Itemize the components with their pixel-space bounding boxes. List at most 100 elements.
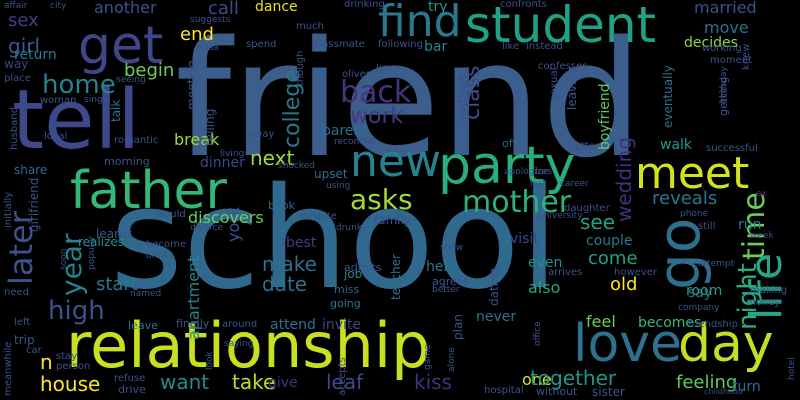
word: due: [532, 167, 549, 177]
word: wedding: [612, 137, 636, 222]
word: upset: [314, 167, 348, 181]
word: initially: [3, 191, 14, 228]
word: turn: [732, 379, 761, 395]
word: local: [44, 131, 68, 142]
word: accepts: [337, 357, 348, 396]
word: begin: [124, 60, 175, 81]
word: going: [330, 297, 361, 310]
word: dinner: [200, 155, 245, 171]
word: leaf: [326, 370, 364, 394]
word: divorce: [190, 223, 224, 233]
word: date: [262, 272, 308, 296]
word: love: [573, 314, 683, 374]
word: student: [465, 0, 657, 54]
word: meet: [635, 148, 750, 199]
word: old: [610, 274, 638, 295]
word: married: [694, 0, 757, 17]
word: office: [533, 321, 543, 346]
word: make: [262, 252, 317, 276]
word: look: [205, 351, 215, 370]
word: money: [746, 297, 781, 308]
word: come: [588, 248, 638, 269]
word: drink: [146, 251, 169, 261]
word: walk: [660, 137, 693, 153]
word: oliver: [342, 69, 370, 80]
word: admits: [344, 261, 382, 274]
word: want: [160, 370, 210, 394]
word: work: [350, 104, 404, 129]
word: next: [250, 146, 295, 170]
word: see: [580, 210, 616, 234]
word: new: [350, 136, 441, 187]
word: father: [70, 161, 227, 221]
word: together: [530, 366, 617, 390]
word: kiss: [414, 370, 452, 394]
word: give: [268, 375, 298, 391]
word: ex: [756, 189, 767, 199]
word: room: [686, 283, 723, 299]
word: game: [423, 344, 433, 370]
word: job: [344, 267, 363, 281]
word: plan: [451, 314, 465, 340]
word: moment: [710, 55, 753, 66]
word: would: [156, 209, 186, 220]
word: n: [40, 350, 53, 374]
word: successful: [706, 143, 758, 154]
word: party: [438, 136, 576, 196]
word: woman: [40, 95, 77, 106]
word: feeling: [676, 372, 738, 393]
word: leave: [128, 319, 158, 332]
word: keep: [376, 63, 401, 74]
word: eventually: [661, 65, 675, 128]
word: making: [750, 285, 788, 296]
word: trip: [14, 333, 35, 347]
word: try: [428, 0, 448, 15]
word: hotel: [787, 357, 797, 380]
word: way: [4, 57, 29, 71]
word: meanwhile: [3, 341, 14, 396]
word: suggests: [190, 15, 231, 25]
word: friendship: [688, 319, 738, 330]
word: much: [296, 21, 324, 32]
word: take: [232, 370, 276, 394]
word: away: [248, 129, 275, 140]
word: confesses: [538, 61, 588, 72]
word: parent: [322, 123, 368, 139]
word: sex: [8, 10, 39, 31]
word: learns: [96, 227, 133, 241]
word: childhood: [704, 387, 743, 396]
word: attend: [270, 317, 316, 333]
word: asks: [350, 183, 413, 216]
word: company: [678, 303, 720, 313]
word: living: [220, 149, 245, 159]
word: visit: [510, 231, 539, 247]
word: show: [440, 243, 464, 253]
word: sister: [592, 385, 625, 399]
word: bar: [424, 39, 448, 55]
word: apologizes: [504, 167, 552, 177]
word: daughter: [564, 203, 610, 214]
word: romantic: [114, 135, 159, 146]
word: refuse: [114, 373, 146, 384]
word: move: [704, 18, 749, 37]
word: call: [208, 0, 239, 19]
word: girlfriend: [27, 177, 41, 232]
word: get: [78, 16, 164, 76]
word: drinking: [344, 0, 385, 10]
word: need: [4, 287, 29, 298]
word: mother: [462, 185, 572, 220]
word: finally: [176, 317, 210, 330]
word: return: [14, 47, 57, 63]
word: telling: [203, 108, 217, 146]
word: though: [295, 50, 306, 86]
word: arrives: [548, 267, 583, 278]
word: however: [614, 267, 657, 278]
word: reconcile: [334, 137, 375, 147]
word: best: [286, 235, 317, 251]
word: help: [426, 259, 457, 275]
word: university: [538, 211, 583, 221]
word: shocked: [278, 161, 315, 171]
word: week: [750, 231, 774, 241]
word: husband: [9, 106, 20, 150]
